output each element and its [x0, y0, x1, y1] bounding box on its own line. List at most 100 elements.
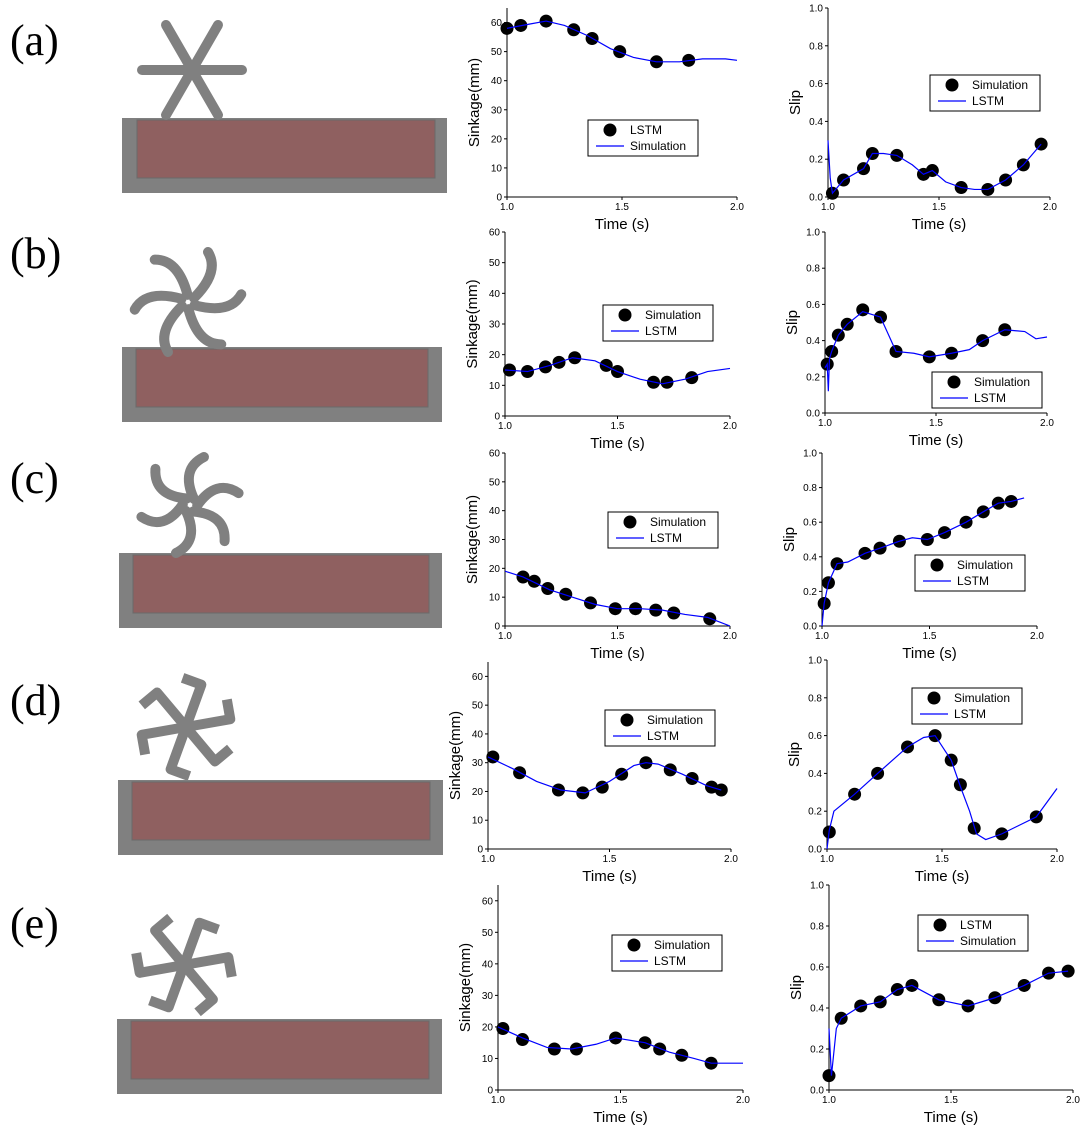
- x-axis-label: Time (s): [924, 1109, 978, 1126]
- y-tick-label: 0.4: [803, 552, 817, 563]
- legend-swatch: [946, 79, 959, 92]
- y-tick-label: 0.4: [810, 1004, 824, 1015]
- wheel: [125, 668, 248, 786]
- wheel: [123, 906, 246, 1024]
- legend-label: LSTM: [654, 954, 686, 968]
- legend-swatch: [619, 309, 632, 322]
- y-axis-label: Slip: [787, 90, 804, 115]
- x-tick-label: 1.0: [822, 1095, 836, 1106]
- x-tick-label: 1.5: [923, 631, 937, 642]
- y-tick-label: 0.8: [810, 922, 824, 933]
- soil-bin: [122, 118, 447, 193]
- x-tick-label: 2.0: [723, 421, 737, 432]
- y-tick-label: 60: [472, 672, 484, 683]
- legend-label: LSTM: [650, 531, 682, 545]
- legend-label: LSTM: [957, 574, 989, 588]
- y-tick-label: 30: [472, 758, 484, 769]
- legend-label: Simulation: [647, 713, 703, 727]
- panel-label: (b): [10, 229, 61, 278]
- x-tick-label: 1.0: [821, 202, 835, 213]
- y-axis-label: Slip: [786, 742, 803, 767]
- data-point: [823, 1069, 836, 1082]
- y-tick-label: 0.6: [809, 79, 823, 90]
- y-tick-label: 0.2: [806, 372, 820, 383]
- y-tick-label: 0.4: [809, 117, 823, 128]
- legend-label: Simulation: [630, 139, 686, 153]
- x-axis-label: Time (s): [595, 216, 649, 233]
- data-point: [600, 359, 613, 372]
- y-tick-label: 40: [489, 506, 501, 517]
- y-tick-label: 10: [489, 593, 501, 604]
- y-tick-label: 40: [489, 289, 501, 300]
- y-tick-label: 50: [489, 477, 501, 488]
- soil-bin: [119, 553, 442, 628]
- y-tick-label: 20: [489, 350, 501, 361]
- y-tick-label: 0.2: [808, 807, 822, 818]
- x-tick-label: 1.5: [614, 1095, 628, 1106]
- legend-label: Simulation: [957, 558, 1013, 572]
- y-tick-label: 50: [472, 701, 484, 712]
- legend-label: Simulation: [650, 515, 706, 529]
- wheel: [141, 457, 238, 553]
- y-tick-label: 50: [482, 928, 494, 939]
- x-tick-label: 1.0: [498, 631, 512, 642]
- y-tick-label: 1.0: [810, 881, 824, 892]
- page: {"panel_labels":["(a)","(b)","(c)","(d)"…: [0, 0, 1087, 1130]
- legend-label: LSTM: [954, 707, 986, 721]
- x-tick-label: 1.0: [498, 421, 512, 432]
- y-tick-label: 0.4: [806, 336, 820, 347]
- legend-swatch: [624, 516, 637, 529]
- y-tick-label: 0.6: [810, 963, 824, 974]
- panel-label: (c): [10, 454, 59, 503]
- wheel: [133, 252, 243, 352]
- data-point: [664, 763, 677, 776]
- soil-bin: [122, 347, 442, 422]
- y-tick-label: 20: [472, 787, 484, 798]
- y-tick-label: 1.0: [803, 449, 817, 460]
- y-tick-label: 0.6: [803, 518, 817, 529]
- x-tick-label: 2.0: [736, 1095, 750, 1106]
- data-point: [548, 1043, 561, 1056]
- panel-label: (d): [10, 676, 61, 725]
- y-tick-label: 30: [482, 991, 494, 1002]
- y-axis-label: Sinkage(mm): [447, 711, 464, 800]
- y-tick-label: 1.0: [809, 4, 823, 15]
- y-tick-label: 0.6: [806, 300, 820, 311]
- y-tick-label: 60: [489, 228, 501, 239]
- y-tick-label: 50: [491, 47, 503, 58]
- legend-label: LSTM: [645, 324, 677, 338]
- x-tick-label: 1.0: [820, 854, 834, 865]
- x-tick-label: 1.5: [603, 854, 617, 865]
- y-tick-label: 1.0: [808, 656, 822, 667]
- x-tick-label: 2.0: [723, 631, 737, 642]
- x-tick-label: 1.5: [929, 418, 943, 429]
- y-tick-label: 0.4: [808, 769, 822, 780]
- data-point: [528, 575, 541, 588]
- legend-label: LSTM: [647, 729, 679, 743]
- legend-label: Simulation: [654, 938, 710, 952]
- legend-label: Simulation: [960, 934, 1016, 948]
- legend-label: Simulation: [972, 78, 1028, 92]
- y-tick-label: 0.8: [809, 41, 823, 52]
- x-tick-label: 2.0: [1066, 1095, 1080, 1106]
- data-point: [559, 588, 572, 601]
- legend-swatch: [928, 692, 941, 705]
- panel-label: (e): [10, 899, 59, 948]
- x-tick-label: 1.0: [818, 418, 832, 429]
- y-tick-label: 60: [489, 449, 501, 460]
- y-tick-label: 20: [489, 564, 501, 575]
- legend-swatch: [628, 939, 641, 952]
- x-axis-label: Time (s): [902, 645, 956, 662]
- panel-label: (a): [10, 16, 59, 65]
- y-tick-label: 0.8: [808, 693, 822, 704]
- data-point: [685, 371, 698, 384]
- legend-swatch: [934, 919, 947, 932]
- y-tick-label: 20: [491, 134, 503, 145]
- legend-swatch: [948, 376, 961, 389]
- y-tick-label: 0.6: [808, 731, 822, 742]
- x-axis-label: Time (s): [582, 868, 636, 885]
- x-tick-label: 2.0: [1030, 631, 1044, 642]
- legend-label: LSTM: [960, 918, 992, 932]
- x-tick-label: 2.0: [1040, 418, 1054, 429]
- y-tick-label: 0.2: [810, 1045, 824, 1056]
